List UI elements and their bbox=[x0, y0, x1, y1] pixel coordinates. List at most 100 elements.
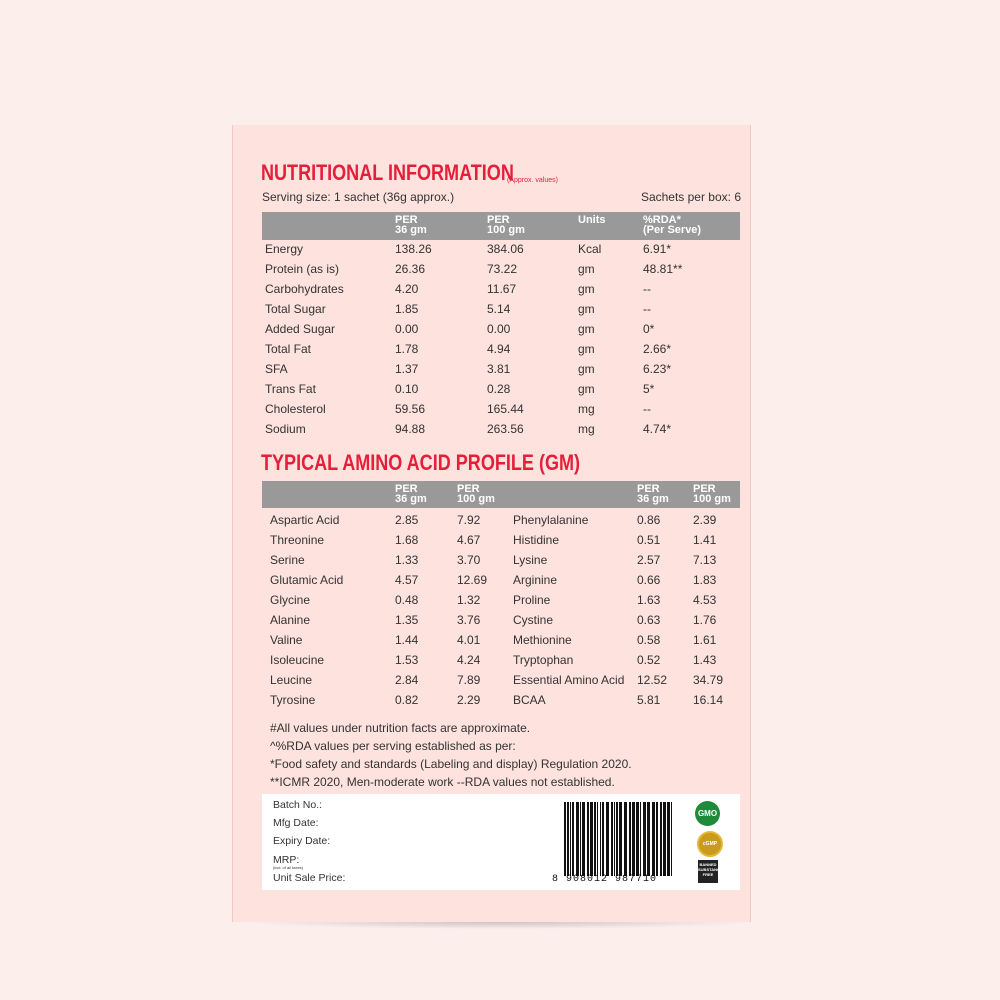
mfg-date: Mfg Date: bbox=[273, 817, 319, 829]
amino-cell: 1.83 bbox=[693, 573, 717, 587]
amino-cell: 3.70 bbox=[457, 553, 481, 567]
amino-cell: 4.67 bbox=[457, 533, 481, 547]
nutrition-cell: 165.44 bbox=[487, 402, 524, 416]
nutrition-column-header: PER 36 gm bbox=[395, 214, 427, 236]
amino-acid-name: Valine bbox=[270, 633, 303, 647]
amino-acid-name: Threonine bbox=[270, 533, 325, 547]
nutrition-row-label: Cholesterol bbox=[265, 402, 326, 416]
amino-acid-name: Cystine bbox=[513, 613, 554, 627]
nutrition-row-label: Added Sugar bbox=[265, 322, 336, 336]
amino-acid-name: Leucine bbox=[270, 673, 313, 687]
amino-cell: 4.24 bbox=[457, 653, 481, 667]
amino-cell: 1.33 bbox=[395, 553, 419, 567]
mrp-note: (incl. of all taxes) bbox=[273, 865, 304, 870]
approx-note: (Approx. values) bbox=[507, 177, 558, 184]
amino-cell: 0.48 bbox=[395, 593, 419, 607]
nutrition-title: NUTRITIONAL INFORMATION bbox=[261, 160, 514, 185]
nutrition-row-label: Energy bbox=[265, 242, 304, 256]
amino-cell: 1.44 bbox=[395, 633, 419, 647]
nutrition-row-label: Total Fat bbox=[265, 342, 312, 356]
amino-acid-name: BCAA bbox=[513, 693, 546, 707]
amino-acid-name: Alanine bbox=[270, 613, 311, 627]
nutrition-cell: 0.00 bbox=[487, 322, 511, 336]
nutrition-cell: -- bbox=[643, 302, 651, 316]
product-box-back bbox=[232, 125, 751, 922]
nutrition-cell: 4.74* bbox=[643, 422, 672, 436]
amino-acid-name: Tryptophan bbox=[513, 653, 574, 667]
nutrition-cell: -- bbox=[643, 402, 651, 416]
serving-size: Serving size: 1 sachet (36g approx.) bbox=[262, 190, 455, 204]
amino-cell: 3.76 bbox=[457, 613, 481, 627]
amino-cell: 2.39 bbox=[693, 513, 717, 527]
nutrition-header-bar bbox=[262, 212, 740, 240]
amino-cell: 34.79 bbox=[693, 673, 724, 687]
amino-cell: 1.68 bbox=[395, 533, 419, 547]
nutrition-cell: mg bbox=[578, 422, 595, 436]
barcode bbox=[564, 802, 672, 876]
nutrition-cell: 1.85 bbox=[395, 302, 419, 316]
barcode-number: 8 908012 987710 bbox=[552, 874, 658, 885]
footnote: ^%RDA values per serving established as … bbox=[270, 739, 516, 753]
nutrition-cell: 48.81** bbox=[643, 262, 683, 276]
nutrition-cell: 1.78 bbox=[395, 342, 419, 356]
amino-acid-name: Phenylalanine bbox=[513, 513, 589, 527]
amino-cell: 12.69 bbox=[457, 573, 488, 587]
nutrition-cell: 0* bbox=[643, 322, 655, 336]
nutrition-row-label: Total Sugar bbox=[265, 302, 326, 316]
nutrition-cell: gm bbox=[578, 302, 595, 316]
nutrition-cell: 6.91* bbox=[643, 242, 672, 256]
banned-substance-free-icon: BANNED SUBSTANCE FREE bbox=[698, 860, 723, 883]
footnote: #All values under nutrition facts are ap… bbox=[270, 721, 531, 735]
amino-acid-name: Tyrosine bbox=[270, 693, 316, 707]
amino-cell: 5.81 bbox=[637, 693, 661, 707]
nutrition-row-label: Trans Fat bbox=[265, 382, 316, 396]
nutrition-cell: gm bbox=[578, 322, 595, 336]
nutrition-cell: 263.56 bbox=[487, 422, 524, 436]
nutrition-cell: Kcal bbox=[578, 242, 602, 256]
amino-acid-name: Lysine bbox=[513, 553, 548, 567]
nutrition-cell: 0.28 bbox=[487, 382, 511, 396]
nutrition-row-label: Carbohydrates bbox=[265, 282, 344, 296]
amino-cell: 16.14 bbox=[693, 693, 724, 707]
mrp: MRP: bbox=[273, 854, 300, 866]
amino-cell: 1.63 bbox=[637, 593, 661, 607]
amino-cell: 0.86 bbox=[637, 513, 661, 527]
amino-cell: 1.32 bbox=[457, 593, 481, 607]
amino-acid-name: Methionine bbox=[513, 633, 572, 647]
nutrition-cell: 3.81 bbox=[487, 362, 511, 376]
nutrition-cell: -- bbox=[643, 282, 651, 296]
amino-cell: 7.13 bbox=[693, 553, 717, 567]
nutrition-row-label: Sodium bbox=[265, 422, 306, 436]
nutrition-cell: gm bbox=[578, 262, 595, 276]
nutrition-cell: 4.94 bbox=[487, 342, 511, 356]
batch-no: Batch No.: bbox=[273, 799, 323, 811]
non-gmo-badge-icon: GMO bbox=[695, 801, 720, 826]
nutrition-cell: 384.06 bbox=[487, 242, 524, 256]
amino-cell: 1.53 bbox=[395, 653, 419, 667]
amino-cell: 1.61 bbox=[693, 633, 717, 647]
amino-cell: 0.66 bbox=[637, 573, 661, 587]
nutrition-cell: 11.67 bbox=[487, 282, 517, 296]
amino-acid-name: Aspartic Acid bbox=[270, 513, 340, 527]
amino-acid-name: Glycine bbox=[270, 593, 311, 607]
nutrition-cell: 6.23* bbox=[643, 362, 672, 376]
nutrition-cell: gm bbox=[578, 362, 595, 376]
amino-acid-name: Proline bbox=[513, 593, 551, 607]
unit-sale-price: Unit Sale Price: bbox=[273, 872, 346, 884]
nutrition-cell: 4.20 bbox=[395, 282, 419, 296]
amino-cell: 0.51 bbox=[637, 533, 661, 547]
amino-cell: 2.57 bbox=[637, 553, 661, 567]
amino-acid-name: Glutamic Acid bbox=[270, 573, 344, 587]
amino-cell: 1.41 bbox=[693, 533, 717, 547]
footnote: **ICMR 2020, Men-moderate work --RDA val… bbox=[270, 775, 615, 789]
amino-cell: 1.43 bbox=[693, 653, 717, 667]
nutrition-row-label: Protein (as is) bbox=[265, 262, 340, 276]
amino-header-bar bbox=[262, 481, 740, 508]
amino-cell: 2.85 bbox=[395, 513, 419, 527]
amino-column-header: PER 36 gm bbox=[637, 483, 669, 505]
amino-acid-name: Isoleucine bbox=[270, 653, 325, 667]
amino-cell: 0.58 bbox=[637, 633, 661, 647]
amino-cell: 2.84 bbox=[395, 673, 419, 687]
nutrition-cell: 26.36 bbox=[395, 262, 426, 276]
nutrition-column-header: PER 100 gm bbox=[487, 214, 525, 236]
